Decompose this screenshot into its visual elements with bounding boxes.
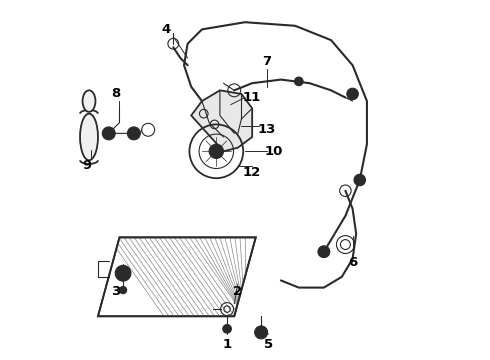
Polygon shape — [191, 90, 252, 151]
Circle shape — [120, 287, 126, 294]
Ellipse shape — [82, 90, 96, 112]
Circle shape — [209, 144, 223, 158]
Ellipse shape — [80, 114, 98, 160]
Circle shape — [102, 127, 115, 140]
Text: 6: 6 — [348, 256, 357, 269]
Circle shape — [115, 265, 131, 281]
Text: 9: 9 — [83, 159, 92, 172]
Polygon shape — [98, 237, 256, 316]
Circle shape — [347, 88, 358, 100]
Text: 12: 12 — [243, 166, 261, 179]
Text: 7: 7 — [262, 55, 271, 68]
Text: 5: 5 — [264, 338, 273, 351]
Circle shape — [318, 246, 330, 257]
Text: 13: 13 — [257, 123, 276, 136]
Circle shape — [354, 174, 366, 186]
Text: 8: 8 — [111, 87, 121, 100]
Circle shape — [255, 326, 268, 339]
Text: 11: 11 — [243, 91, 261, 104]
Text: 1: 1 — [222, 338, 232, 351]
Text: 2: 2 — [233, 285, 243, 298]
Circle shape — [127, 127, 140, 140]
Text: 3: 3 — [111, 285, 121, 298]
Text: 10: 10 — [265, 145, 283, 158]
Text: 4: 4 — [162, 23, 171, 36]
Circle shape — [223, 324, 231, 333]
Circle shape — [294, 77, 303, 86]
